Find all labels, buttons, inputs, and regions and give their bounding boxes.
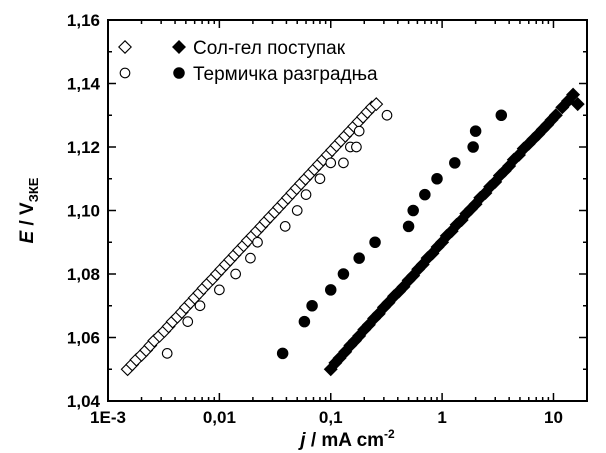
data-point-open-circle (161, 348, 173, 359)
y-tick-label: 1,12 (67, 138, 100, 157)
axis-tick-labels: 1E-3 0,01 0,1 1 10 1,04 1,06 1,08 1,10 1,12 1,14 1,… (67, 11, 563, 427)
series-open-diamond (120, 97, 384, 377)
x-tick-label: 1E-3 (90, 408, 126, 427)
data-point-open-circle (351, 141, 362, 153)
data-point-open-diamond (369, 97, 384, 112)
data-point-open-circle (291, 205, 303, 216)
data-point-filled-circle (449, 157, 461, 169)
series-filled-diamond (323, 87, 585, 377)
x-axis-title-symbol: j (297, 430, 306, 451)
data-point-filled-circle (276, 347, 289, 360)
y-tick-label: 1,08 (67, 265, 100, 284)
legend-marker-open-diamond (118, 40, 132, 54)
x-axis-title-exponent: -2 (384, 427, 395, 441)
y-axis-title: E / VЗКЕ (17, 177, 41, 243)
y-tick-label: 1,16 (67, 11, 100, 30)
data-point-filled-diamond (548, 108, 563, 123)
y-tick-label: 1,14 (67, 75, 101, 94)
x-tick-label: 0,01 (203, 408, 236, 427)
data-point-filled-circle (467, 141, 479, 153)
legend-label: Сол-гел поступак (193, 38, 346, 59)
data-point-filled-circle (298, 315, 311, 328)
legend-marker-filled-diamond (172, 40, 186, 54)
x-tick-label: 10 (544, 408, 563, 427)
data-point-filled-circle (369, 236, 381, 249)
x-tick-label: 0,1 (319, 408, 343, 427)
data-point-open-circle (230, 268, 241, 280)
data-point-open-circle (381, 109, 393, 121)
data-point-filled-circle (402, 220, 415, 233)
data-point-filled-diamond (570, 97, 585, 112)
legend-marker-open-circle (119, 67, 131, 79)
data-points (120, 87, 585, 377)
series-open-circle (161, 109, 393, 359)
data-point-open-circle (194, 300, 206, 312)
data-point-open-circle (245, 252, 256, 264)
x-axis-title-unit: / mA cm (306, 430, 385, 451)
data-point-filled-circle (495, 109, 508, 122)
legend-marker-filled-circle (173, 67, 185, 79)
data-point-open-circle (252, 236, 263, 248)
data-point-filled-circle (353, 252, 365, 264)
data-point-open-circle (353, 125, 365, 137)
x-tick-label: 1 (437, 408, 446, 427)
data-point-open-circle (279, 221, 291, 232)
legend: Сол-гел поступак Термичка разградња (118, 38, 378, 85)
data-point-filled-diamond (566, 87, 581, 102)
axis-ticks (107, 19, 588, 402)
y-tick-label: 1,10 (67, 202, 100, 221)
y-axis-title-subscript: ЗКЕ (26, 177, 41, 202)
data-point-open-circle (182, 316, 194, 327)
y-tick-label: 1,06 (67, 329, 100, 348)
data-point-filled-circle (407, 204, 419, 217)
data-point-filled-circle (431, 173, 443, 185)
y-axis-title-unit: / V (17, 202, 38, 231)
series-filled-circle (276, 109, 508, 360)
y-tick-label: 1,04 (67, 392, 101, 411)
data-point-filled-circle (337, 268, 350, 280)
data-point-filled-circle (324, 284, 337, 296)
x-axis-title: j / mA cm-2 (297, 427, 395, 451)
data-point-open-circle (338, 157, 349, 169)
data-point-open-circle (214, 284, 225, 296)
data-point-filled-circle (306, 299, 318, 312)
data-point-open-circle (325, 157, 337, 169)
legend-label: Термичка разградња (193, 64, 378, 85)
data-point-filled-circle (469, 125, 482, 137)
data-point-open-circle (314, 173, 326, 185)
data-point-filled-circle (419, 188, 431, 201)
data-point-open-circle (300, 189, 312, 200)
y-axis-title-symbol: E (17, 229, 38, 243)
